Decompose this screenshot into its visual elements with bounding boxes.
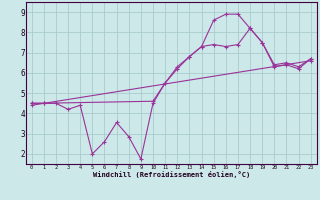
X-axis label: Windchill (Refroidissement éolien,°C): Windchill (Refroidissement éolien,°C) [92, 171, 250, 178]
